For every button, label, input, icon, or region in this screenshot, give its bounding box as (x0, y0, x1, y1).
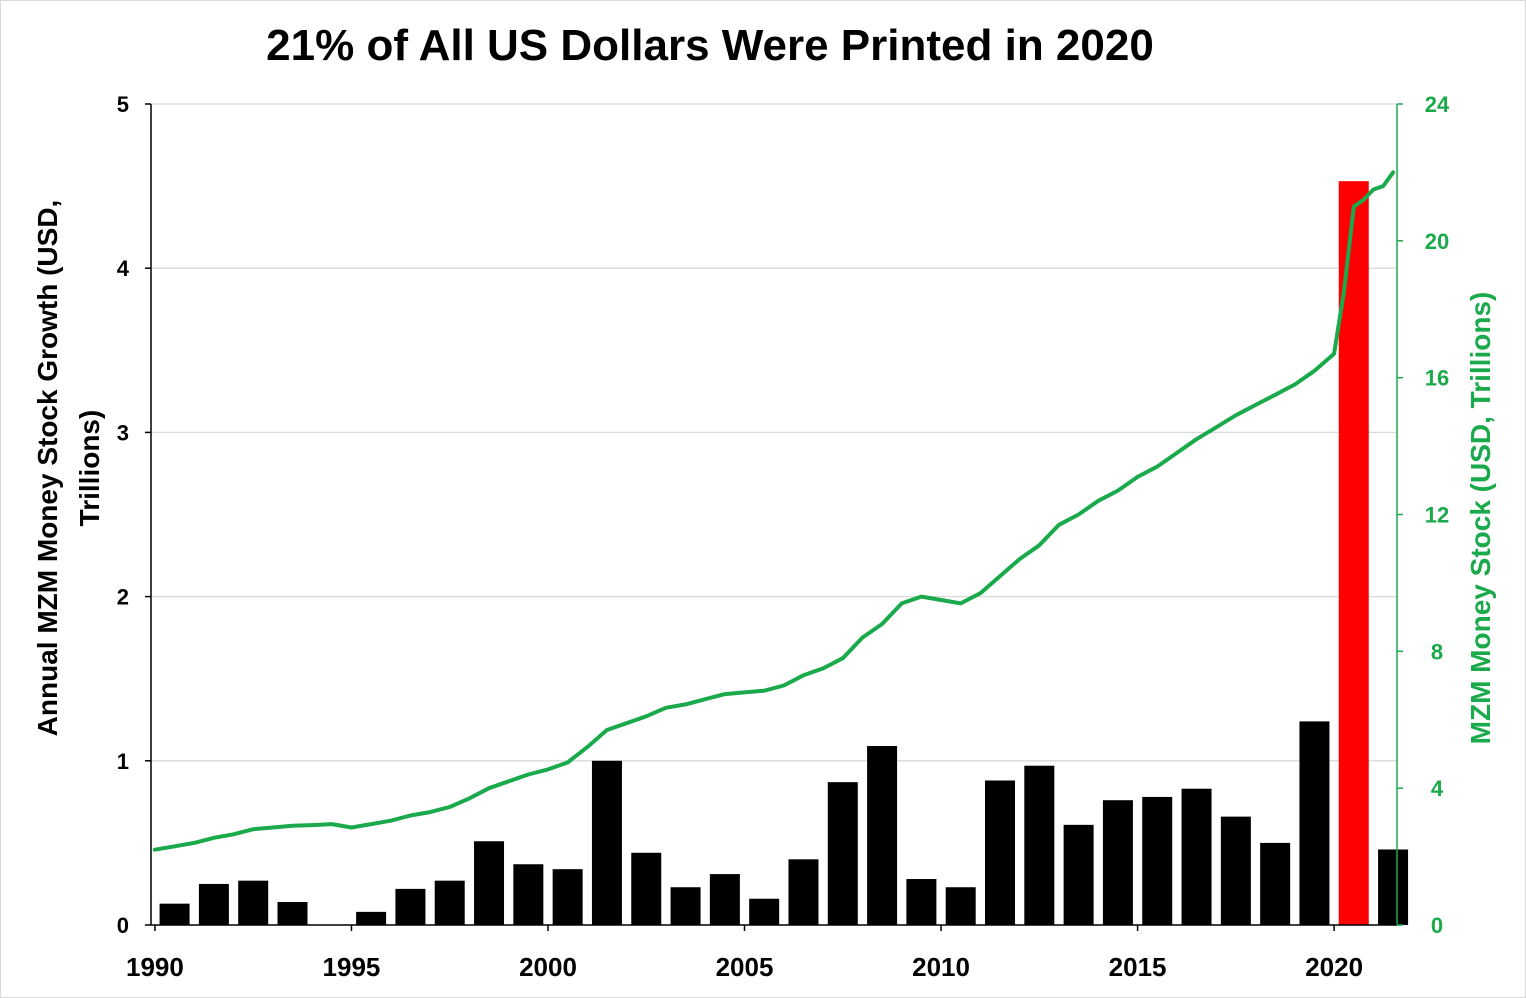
bar-1998 (474, 841, 505, 925)
bar-1990 (159, 903, 190, 925)
bar-1997 (434, 880, 465, 925)
bar-1995 (356, 911, 387, 925)
x-tick-label-3: 2005 (716, 952, 774, 982)
bar-1991 (198, 883, 229, 925)
y-left-tick-label-3: 3 (117, 420, 129, 445)
bar-2006 (788, 859, 819, 925)
bar-1993 (277, 902, 308, 925)
bar-1992 (238, 880, 269, 925)
y-axis-right-label: MZM Money Stock (USD, Trillions) (1465, 292, 1496, 745)
bar-2008 (867, 746, 898, 925)
y-right-tick-label-4: 16 (1425, 366, 1449, 391)
bar-2009 (906, 879, 937, 925)
bar-2000 (552, 869, 583, 925)
bar-2001 (591, 760, 622, 925)
bar-2010 (945, 887, 976, 925)
x-tick-label-5: 2015 (1109, 952, 1167, 982)
y-left-tick-label-1: 1 (117, 749, 129, 774)
bar-2007 (827, 782, 858, 925)
y-left-tick-label-0: 0 (117, 913, 129, 938)
y-left-tick-label-2: 2 (117, 585, 129, 610)
bar-2005 (749, 898, 780, 925)
x-tick-label-0: 1990 (126, 952, 184, 982)
bar-2014 (1102, 800, 1133, 925)
bar-2018 (1260, 842, 1291, 925)
bar-2002 (631, 852, 662, 925)
x-tick-label-1: 1995 (323, 952, 381, 982)
x-tick-label-4: 2010 (912, 952, 970, 982)
bar-2015 (1142, 796, 1173, 925)
y-right-tick-label-1: 4 (1431, 776, 1444, 801)
bar-1996 (395, 888, 426, 925)
bar-2017 (1220, 816, 1251, 925)
bar-2021 (1378, 849, 1409, 925)
y-axis-left-label-line2: Trillions) (74, 410, 105, 527)
bar-2011 (985, 780, 1016, 925)
y-right-tick-label-3: 12 (1425, 503, 1449, 528)
x-tick-label-2: 2000 (519, 952, 577, 982)
bar-2013 (1063, 824, 1094, 925)
y-left-tick-label-4: 4 (117, 256, 130, 281)
x-tick-label-6: 2020 (1305, 952, 1363, 982)
bar-2003 (670, 887, 701, 925)
y-right-tick-label-5: 20 (1425, 229, 1449, 254)
bar-1999 (513, 864, 544, 925)
y-left-tick-label-5: 5 (117, 92, 129, 117)
bar-2019 (1299, 721, 1330, 925)
y-right-tick-label-6: 24 (1425, 92, 1450, 117)
bar-2004 (709, 874, 740, 925)
y-right-tick-label-0: 0 (1431, 913, 1443, 938)
bar-2012 (1024, 765, 1055, 925)
grid-lines (151, 103, 1397, 762)
y-axis-left-label-line1: Annual MZM Money Stock Growth (USD, (32, 200, 63, 737)
mzm-stock-line (152, 170, 1396, 852)
line-series (152, 170, 1396, 852)
y-right-tick-label-2: 8 (1431, 639, 1443, 664)
chart-title: 21% of All US Dollars Were Printed in 20… (266, 21, 1154, 70)
bar-2016 (1181, 788, 1212, 925)
